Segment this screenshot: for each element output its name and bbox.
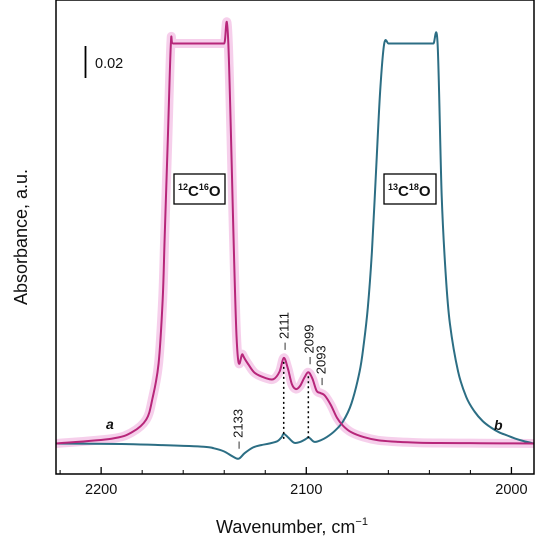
x-axis-label-superscript: −1 [355,516,368,528]
label-12c16o-el-c: C [188,183,199,200]
peak-annotations: – 2133 – 2111 – 2099– 2093 [231,312,329,449]
svg-text:13C18O: 13C18O [388,182,431,200]
series-a-shade [56,17,534,448]
series-tag-a: a [106,416,114,432]
series-a-line [56,20,534,445]
series-tag-b: b [494,417,503,433]
y-axis-label: Absorbance, a.u. [11,169,31,305]
label-12c16o-el-o: O [209,183,221,200]
label-12c16o-mass-c: 12 [178,182,188,192]
label-12c16o: 12C16O [173,173,226,205]
x-axis-label-text: Wavenumber, cm [216,517,355,537]
peak-label-2133: – 2133 [231,409,246,449]
series-b-line [56,31,534,460]
x-axis-ticks: 2200 2100 2000 [59,467,528,498]
svg-text:12C16O: 12C16O [178,182,221,200]
scale-bar-label: 0.02 [95,56,123,72]
plot-frame [55,0,535,475]
peak-label-2111: – 2111 [277,312,292,350]
label-13c18o-mass-o: 18 [409,182,419,192]
x-axis-label: Wavenumber, cm−1 [216,516,368,537]
peak-label-2099: – 2099 [301,325,316,365]
label-12c16o-mass-o: 16 [199,182,209,192]
label-13c18o-el-o: O [419,183,431,200]
label-13c18o: 13C18O [383,173,437,205]
label-13c18o-el-c: C [398,183,409,200]
peak-label-2093: – 2093 [314,345,329,385]
x-tick-label: 2000 [495,482,527,498]
x-tick-label: 2200 [85,482,117,498]
label-13c18o-mass-c: 13 [388,182,398,192]
x-tick-label: 2100 [290,482,322,498]
